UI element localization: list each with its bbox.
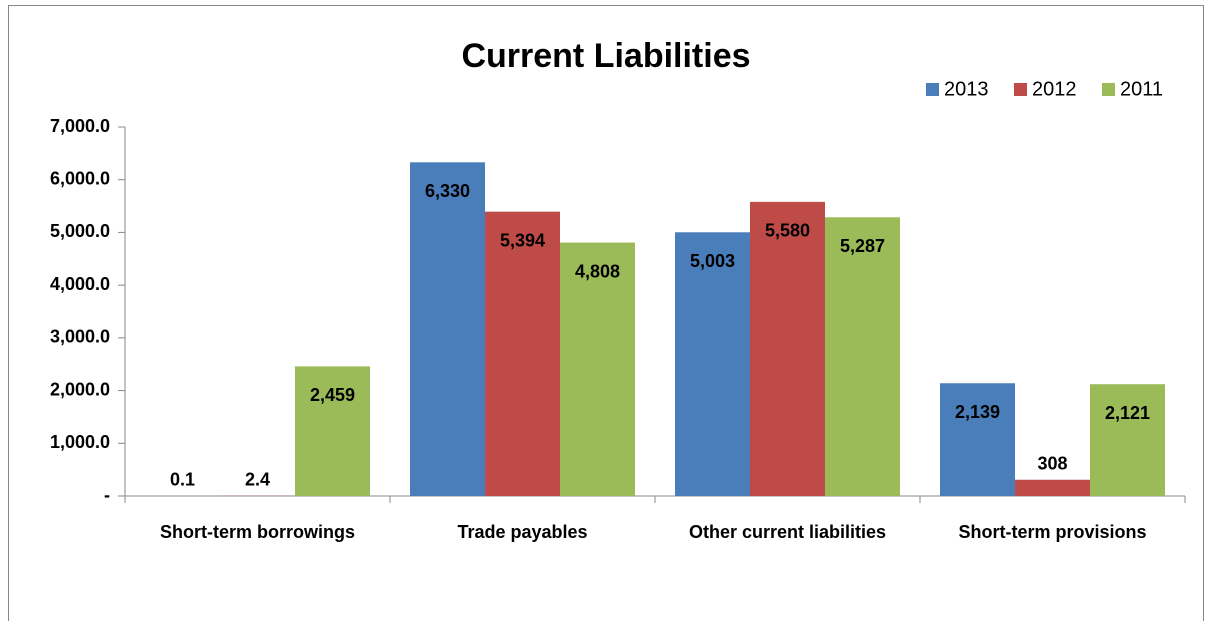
data-label: 5,003 bbox=[690, 251, 735, 271]
bar bbox=[1015, 479, 1090, 496]
legend-label: 2012 bbox=[1032, 78, 1077, 100]
bar bbox=[295, 366, 370, 496]
bar bbox=[750, 201, 825, 496]
x-tick-label: Other current liabilities bbox=[689, 522, 886, 542]
x-tick-label: Short-term provisions bbox=[958, 522, 1146, 542]
legend-swatch bbox=[1014, 83, 1027, 96]
bar bbox=[1090, 384, 1165, 496]
bar bbox=[560, 242, 635, 496]
chart-title: Current Liabilities bbox=[461, 37, 750, 75]
data-label: 2.4 bbox=[245, 470, 270, 490]
y-tick-label: 5,000.0 bbox=[50, 221, 110, 241]
data-label: 5,287 bbox=[840, 236, 885, 256]
data-label: 4,808 bbox=[575, 261, 620, 281]
y-tick-label: - bbox=[104, 485, 110, 505]
bar bbox=[410, 162, 485, 496]
legend-label: 2011 bbox=[1120, 78, 1163, 100]
data-label: 6,330 bbox=[425, 181, 470, 201]
x-tick-label: Short-term borrowings bbox=[160, 522, 355, 542]
legend-swatch bbox=[1102, 83, 1115, 96]
y-tick-label: 3,000.0 bbox=[50, 327, 110, 347]
data-label: 5,580 bbox=[765, 221, 810, 241]
y-tick-label: 4,000.0 bbox=[50, 274, 110, 294]
y-tick-label: 2,000.0 bbox=[50, 379, 110, 399]
data-label: 0.1 bbox=[170, 470, 195, 490]
data-label: 5,394 bbox=[500, 230, 545, 250]
y-tick-label: 7,000.0 bbox=[50, 116, 110, 136]
bar bbox=[485, 211, 560, 496]
data-label: 2,139 bbox=[955, 402, 1000, 422]
bar bbox=[940, 383, 1015, 496]
y-tick-label: 6,000.0 bbox=[50, 168, 110, 188]
legend-swatch bbox=[926, 83, 939, 96]
data-label: 308 bbox=[1037, 454, 1067, 474]
legend-label: 2013 bbox=[944, 78, 989, 100]
bar bbox=[825, 217, 900, 497]
data-label: 2,121 bbox=[1105, 403, 1150, 423]
bar bbox=[675, 232, 750, 496]
data-label: 2,459 bbox=[310, 385, 355, 405]
x-tick-label: Trade payables bbox=[457, 522, 587, 542]
y-tick-label: 1,000.0 bbox=[50, 432, 110, 452]
